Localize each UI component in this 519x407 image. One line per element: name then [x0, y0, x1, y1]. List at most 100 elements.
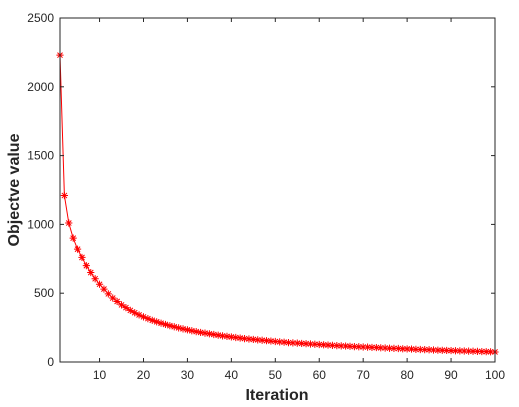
data-point: [421, 346, 429, 354]
x-tick-label: 60: [313, 368, 327, 382]
plot-background: [60, 18, 495, 362]
y-tick-label: 0: [47, 355, 54, 369]
data-point: [69, 234, 77, 242]
x-tick-label: 40: [225, 368, 239, 382]
data-point: [363, 343, 372, 351]
data-point: [197, 328, 205, 337]
data-point: [473, 347, 482, 356]
data-point: [324, 341, 332, 349]
data-point: [131, 309, 139, 317]
data-point: [465, 347, 473, 355]
data-point: [82, 262, 90, 270]
data-point: [100, 285, 108, 293]
x-tick-label: 50: [269, 368, 283, 382]
x-tick-label: 30: [181, 368, 195, 382]
data-point: [73, 245, 82, 253]
data-point: [302, 340, 310, 348]
data-point: [175, 324, 183, 332]
data-point: [425, 346, 433, 354]
data-point: [315, 340, 323, 349]
data-point: [434, 346, 442, 354]
data-point: [210, 330, 218, 339]
y-tick-label: 1000: [27, 217, 54, 231]
x-axis-ticks: 10 20 30 40 50 60 70 80 90 100: [93, 18, 505, 382]
data-point: [201, 329, 209, 337]
data-point: [91, 275, 99, 283]
data-point: [429, 346, 438, 354]
y-axis-ticks: 0 500 1000 1500 2000 2500: [27, 11, 495, 369]
data-point: [438, 346, 446, 354]
data-point: [311, 340, 319, 348]
data-point: [276, 338, 284, 346]
data-point: [60, 191, 68, 200]
data-point: [109, 294, 117, 302]
data-point: [113, 297, 121, 306]
data-point: [166, 322, 174, 330]
data-point: [469, 347, 477, 355]
data-point: [161, 320, 170, 329]
x-tick-label: 100: [485, 368, 505, 382]
data-point: [218, 332, 227, 340]
data-point: [144, 315, 152, 323]
data-point: [456, 347, 464, 355]
data-point: [320, 341, 328, 349]
data-point: [240, 335, 249, 343]
data-point: [153, 318, 161, 326]
data-point: [192, 327, 200, 336]
x-tick-label: 90: [444, 368, 458, 382]
y-tick-label: 2500: [27, 11, 54, 25]
data-point: [236, 334, 244, 342]
data-point: [126, 306, 134, 314]
x-tick-label: 20: [137, 368, 151, 382]
data-point: [306, 340, 315, 348]
data-point: [245, 335, 253, 343]
data-point: [482, 348, 490, 356]
x-tick-label: 80: [400, 368, 414, 382]
data-point: [117, 301, 126, 309]
data-point: [148, 316, 156, 324]
data-point: [342, 342, 350, 350]
data-point: [399, 345, 407, 353]
data-point: [381, 344, 389, 352]
data-point: [451, 347, 460, 355]
data-point: [377, 344, 385, 352]
data-point: [179, 325, 187, 333]
data-point: [139, 313, 148, 321]
data-point: [95, 280, 104, 288]
data-point: [372, 343, 380, 352]
data-point: [188, 327, 196, 335]
data-point: [359, 343, 367, 351]
data-point: [157, 319, 165, 327]
data-point: [368, 343, 376, 352]
data-point: [403, 345, 411, 353]
data-point: [227, 333, 235, 341]
data-point: [214, 331, 222, 339]
data-point: [447, 346, 455, 355]
data-point: [183, 326, 192, 334]
x-tick-label: 70: [357, 368, 371, 382]
data-point: [460, 347, 468, 355]
data-point: [223, 332, 231, 341]
data-point: [355, 343, 363, 351]
data-point: [135, 311, 143, 319]
data-point: [333, 342, 341, 350]
data-point: [487, 348, 495, 356]
x-tick-label: 10: [93, 368, 107, 382]
data-point: [390, 344, 398, 352]
data-point: [346, 342, 354, 350]
data-point: [350, 342, 358, 351]
x-axis-title: Iteration: [245, 387, 308, 404]
data-point: [298, 339, 306, 348]
data-point: [293, 339, 301, 347]
data-point: [65, 219, 73, 227]
data-point: [122, 304, 130, 312]
series-layer: [56, 51, 499, 356]
data-point: [232, 333, 240, 342]
data-point: [205, 330, 213, 338]
data-point: [407, 345, 416, 353]
data-point: [337, 342, 345, 350]
data-point: [87, 268, 95, 277]
data-point: [394, 344, 402, 353]
plot-frame: [59, 17, 496, 363]
